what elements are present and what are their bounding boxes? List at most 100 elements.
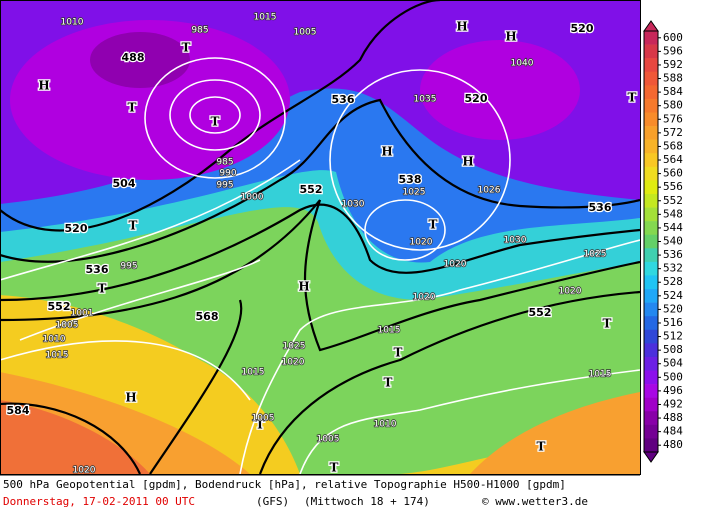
hot-field (470, 392, 640, 474)
scale-label: 484 (663, 425, 683, 438)
map-label: 488 (122, 51, 145, 64)
map-label: 1026 (478, 186, 501, 196)
scale-label: 568 (663, 139, 683, 152)
scale-swatch (644, 44, 658, 59)
map-label: 990 (219, 169, 236, 179)
scale-label: 572 (663, 126, 683, 139)
map-label: T (128, 101, 137, 115)
map-label: 1000 (241, 193, 264, 203)
scale-label: 548 (663, 207, 683, 220)
map-label: T (394, 346, 403, 360)
map-label: 985 (216, 158, 233, 168)
scale-swatch (644, 166, 658, 181)
map-label: 1015 (589, 370, 612, 380)
map-label: 520 (65, 222, 88, 235)
map-label: 568 (196, 310, 219, 323)
map-label: 1030 (342, 200, 365, 210)
scale-label: 528 (663, 275, 683, 288)
scale-swatch (644, 302, 658, 317)
map-label: 1025 (584, 250, 607, 260)
scale-label: 540 (663, 235, 683, 248)
map-label: 1005 (252, 414, 275, 424)
copyright: © www.wetter3.de (482, 495, 588, 508)
scale-label: 496 (663, 384, 683, 397)
model: (GFS) (256, 495, 289, 508)
map-label: 552 (529, 306, 552, 319)
map-label: 1020 (413, 293, 436, 303)
map-label: T (330, 461, 339, 475)
scale-swatch (644, 221, 658, 236)
scale-label: 588 (663, 72, 683, 85)
map-label: T (429, 218, 438, 232)
map-label: H (38, 79, 49, 93)
map-label: 1005 (56, 321, 79, 331)
geopotential-contours (1, 1, 640, 474)
map-label: 538 (399, 173, 422, 186)
map-labels: 1010 985 1015 1005 488 T H 536 1035 520 1040 H H 520 T… (5, 12, 638, 477)
scale-swatch (644, 261, 658, 276)
map-label: H (462, 155, 473, 169)
scale-swatch (644, 384, 658, 398)
scale-swatch (644, 112, 658, 127)
map-label: 1025 (403, 188, 426, 198)
cold-core (10, 20, 290, 180)
cold-core (420, 40, 580, 140)
caption: 500 hPa Geopotential [gpdm], Bodendruck … (3, 478, 566, 491)
map-label: 520 (571, 22, 594, 35)
scale-label: 508 (663, 343, 683, 356)
map-label: 1010 (61, 18, 84, 28)
map-label: 1020 (559, 287, 582, 297)
map-label: 520 (465, 92, 488, 105)
map-label: H (125, 391, 136, 405)
map-label: T (98, 282, 107, 296)
scale-label: 504 (663, 357, 683, 370)
scale-label: 516 (663, 316, 683, 329)
map (0, 0, 641, 475)
scale-swatch (644, 193, 658, 208)
scale-label: 596 (663, 44, 683, 57)
scale-swatch (644, 85, 658, 100)
scale-swatch (644, 289, 658, 303)
run: (Mittwoch 18 + 174) (304, 495, 430, 508)
map-label: 1020 (73, 466, 96, 476)
scale-swatch (644, 98, 658, 113)
scale-swatch (644, 71, 658, 86)
map-label: 995 (216, 181, 233, 191)
scale-label: 600 (663, 31, 683, 44)
map-label: T (384, 376, 393, 390)
scale-swatch (644, 424, 658, 439)
hot-field (1, 400, 150, 474)
scale-swatch (644, 234, 658, 249)
color-scale: 6005965925885845805765725685645605565525… (643, 20, 683, 463)
map-label: T (129, 219, 138, 233)
scale-swatch (644, 370, 658, 385)
scale-label: 536 (663, 248, 683, 261)
scale-label: 532 (663, 262, 683, 275)
map-label: 1020 (282, 358, 305, 368)
scale-swatch (644, 58, 658, 73)
scale-label: 564 (663, 153, 683, 166)
map-label: 1005 (317, 435, 340, 445)
scale-swatch (644, 343, 658, 358)
scale-swatch (644, 153, 658, 168)
map-label: 1010 (43, 335, 66, 345)
map-label: 1020 (410, 238, 433, 248)
map-label: 1025 (283, 342, 306, 352)
pressure-isobars (1, 57, 640, 474)
scale-swatch (644, 356, 658, 371)
scale-swatch (644, 126, 658, 140)
scale-label: 500 (663, 370, 683, 383)
map-label: 985 (191, 26, 208, 36)
map-label: 1030 (504, 236, 527, 246)
scale-label: 576 (663, 112, 683, 125)
scale-swatch (644, 411, 658, 426)
map-label: 1035 (414, 95, 437, 105)
scale-label: 584 (663, 85, 683, 98)
scale-label: 520 (663, 302, 683, 315)
map-label: 584 (7, 404, 30, 417)
map-label: 1001 (71, 309, 94, 319)
map-label: 1020 (444, 260, 467, 270)
scale-swatch (644, 207, 658, 222)
scale-label: 592 (663, 58, 683, 71)
